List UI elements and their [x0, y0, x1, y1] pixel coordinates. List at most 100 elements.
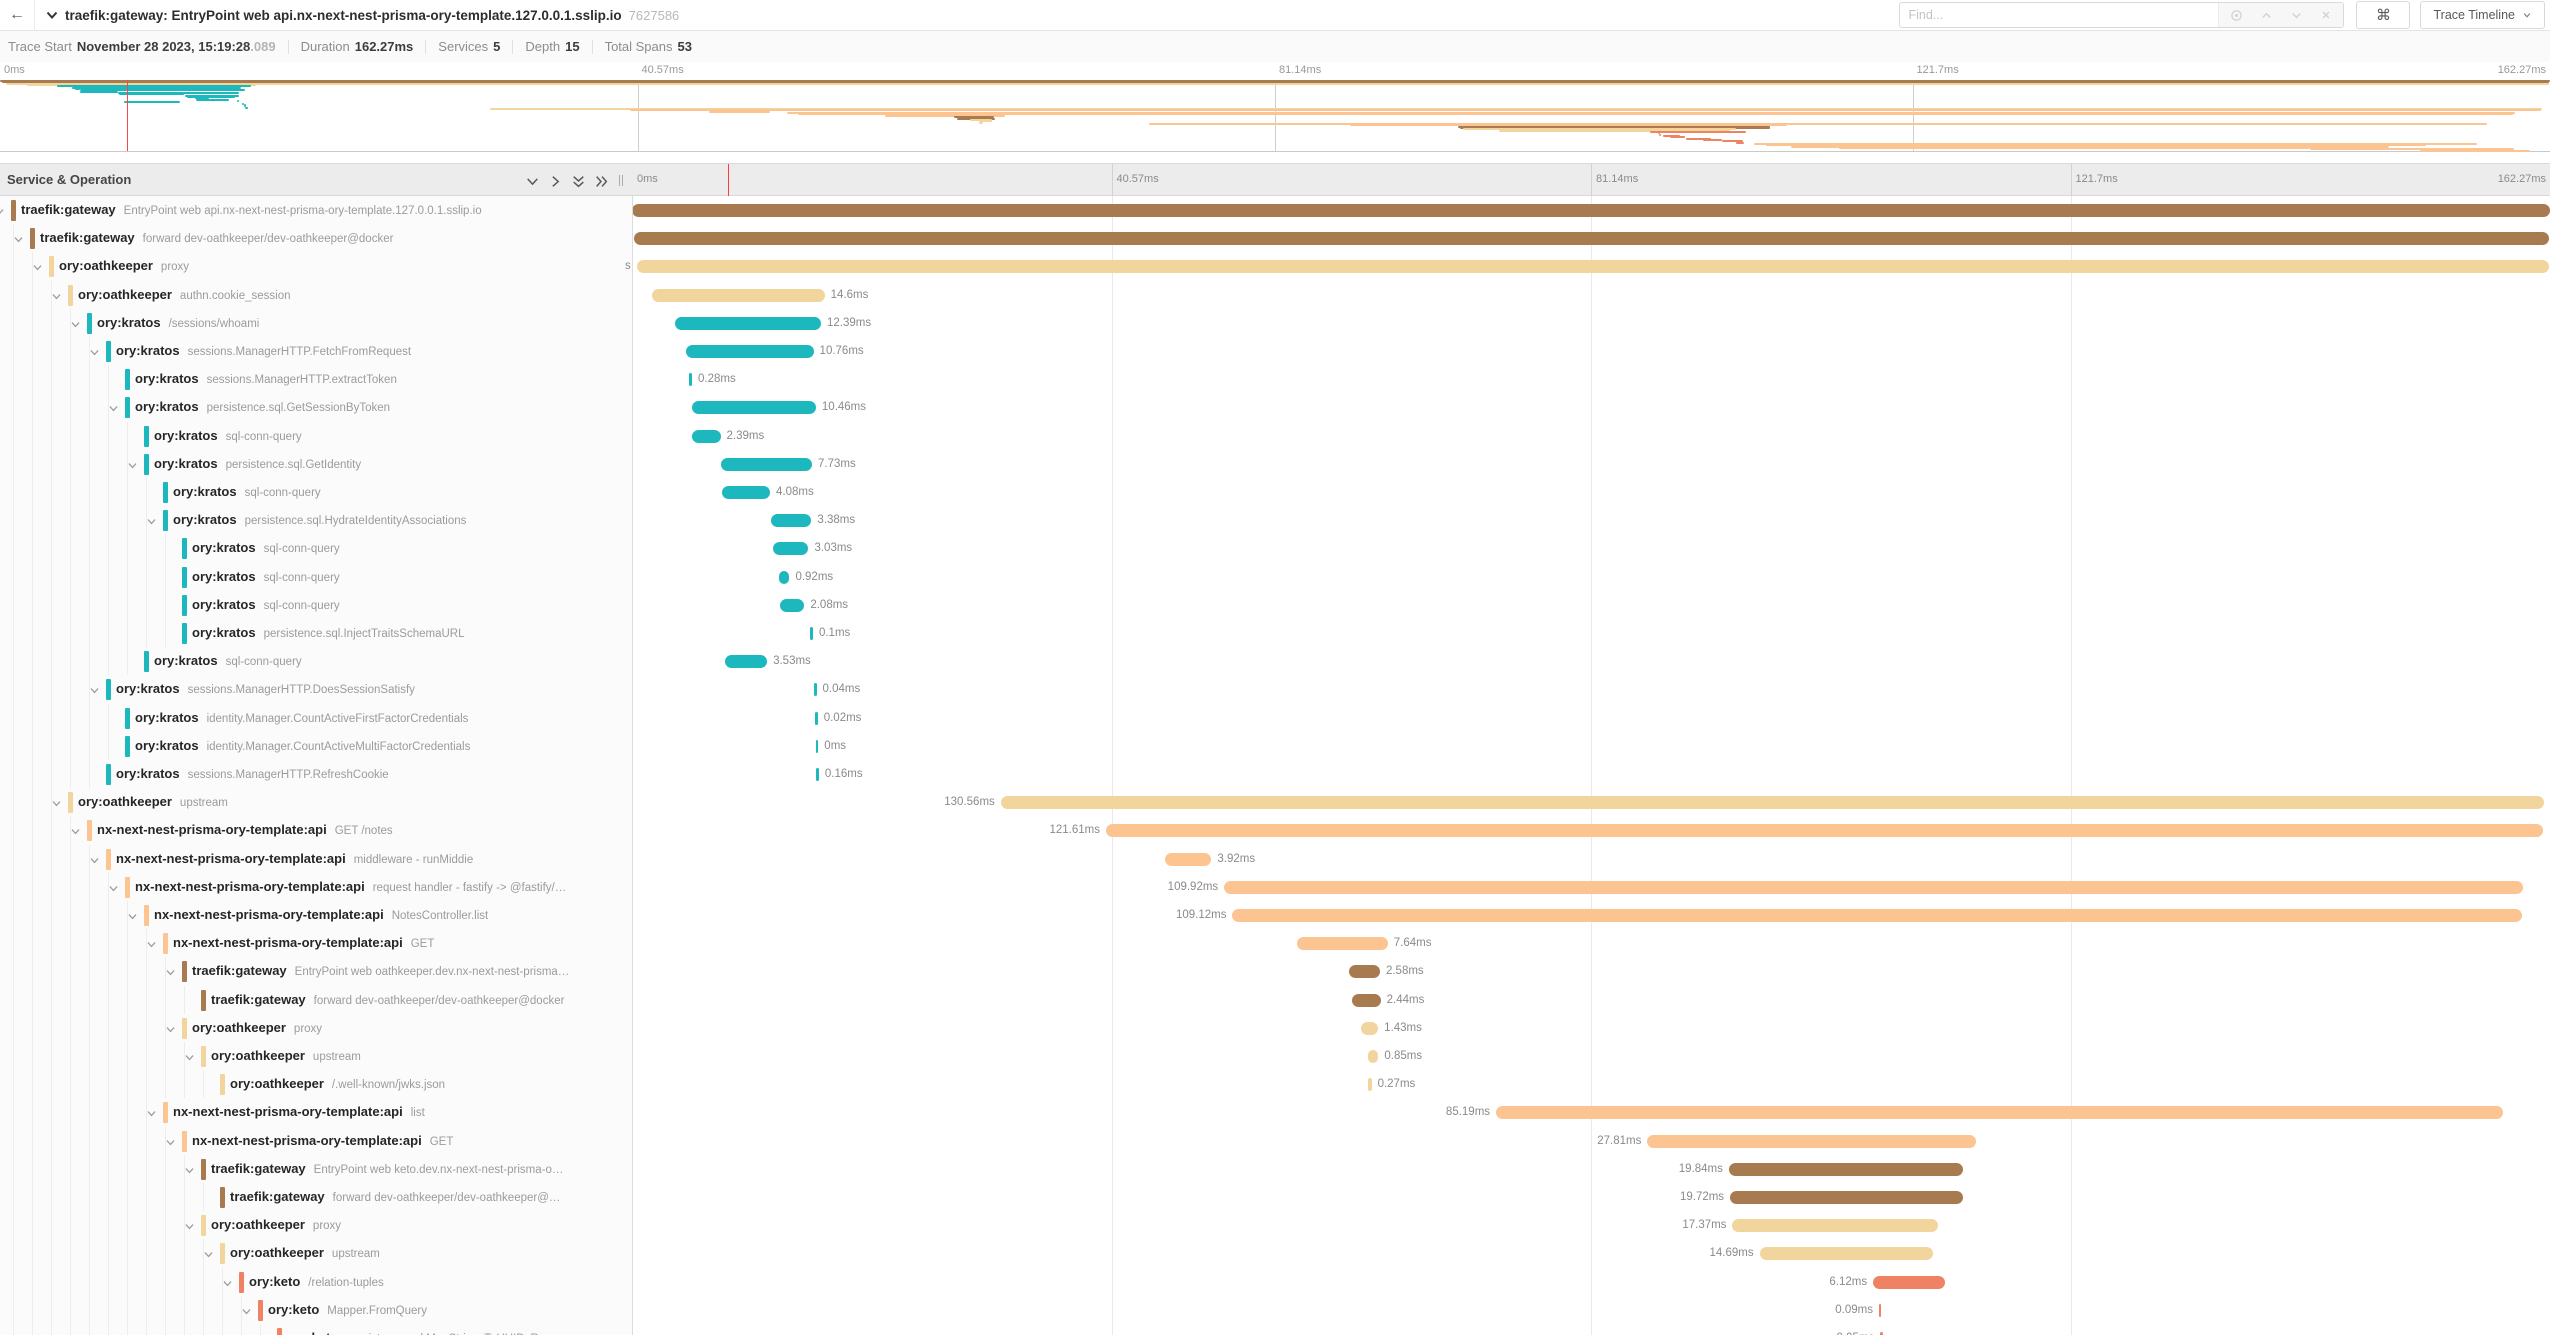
- row-collapse-chevron-icon[interactable]: [127, 458, 138, 476]
- span-bar[interactable]: [1297, 937, 1388, 951]
- span-row[interactable]: nx-next-nest-prisma-ory-template:api list…: [0, 1098, 2550, 1127]
- span-row[interactable]: ory:ketopersistence.sql.MapStringsToUUID…: [0, 1324, 2550, 1335]
- trace-collapse-chevron-icon[interactable]: [45, 8, 59, 22]
- span-row[interactable]: nx-next-nest-prisma-ory-template:api GET 2…: [0, 1126, 2550, 1155]
- span-bar[interactable]: [1732, 1219, 1938, 1233]
- span-bar[interactable]: [1728, 1162, 1964, 1176]
- span-bar[interactable]: [772, 542, 809, 556]
- span-bar[interactable]: [1349, 965, 1380, 979]
- span-row[interactable]: traefik:gateway EntryPoint web api.nx-nex…: [0, 196, 2550, 224]
- span-row[interactable]: ory:kratos persistence.sql.GetIdentity 7.7…: [0, 449, 2550, 478]
- column-divider[interactable]: [632, 196, 633, 1335]
- span-row[interactable]: ory:oathkeeper/.well-known/jwks.json 0.27…: [0, 1070, 2550, 1099]
- span-row[interactable]: ory:kratos sql-conn-query 2.08ms: [0, 590, 2550, 619]
- row-collapse-chevron-icon[interactable]: [146, 1106, 157, 1124]
- span-row[interactable]: traefik:gateway EntryPoint web keto.dev.n…: [0, 1154, 2550, 1183]
- row-collapse-chevron-icon[interactable]: [203, 1247, 214, 1265]
- row-collapse-chevron-icon[interactable]: [222, 1276, 233, 1294]
- span-row[interactable]: nx-next-nest-prisma-ory-template:api GET …: [0, 816, 2550, 845]
- span-bar[interactable]: [1351, 993, 1381, 1007]
- clear-find-icon[interactable]: [2319, 8, 2333, 22]
- row-collapse-chevron-icon[interactable]: [13, 232, 24, 250]
- span-bar[interactable]: [1730, 1191, 1964, 1204]
- span-row[interactable]: nx-next-nest-prisma-ory-template:api requ…: [0, 872, 2550, 901]
- row-collapse-chevron-icon[interactable]: [89, 345, 100, 363]
- span-bar[interactable]: [1368, 1078, 1372, 1092]
- back-button[interactable]: ←: [0, 0, 35, 30]
- minimap-canvas[interactable]: [0, 80, 2550, 152]
- span-bar[interactable]: [1368, 1050, 1379, 1063]
- span-row[interactable]: ory:oathkeeper proxy s: [0, 252, 2550, 281]
- span-bar[interactable]: [1165, 852, 1212, 866]
- row-collapse-chevron-icon[interactable]: [184, 1050, 195, 1068]
- row-collapse-chevron-icon[interactable]: [51, 289, 62, 307]
- keyboard-shortcuts-button[interactable]: ⌘: [2356, 1, 2411, 29]
- span-bar[interactable]: [633, 232, 2550, 246]
- span-bar[interactable]: [725, 655, 768, 669]
- row-collapse-chevron-icon[interactable]: [146, 937, 157, 955]
- span-row[interactable]: nx-next-nest-prisma-ory-template:api Note…: [0, 901, 2550, 930]
- find-input[interactable]: [1900, 3, 2219, 27]
- collapse-all-icon[interactable]: [570, 173, 586, 189]
- span-row[interactable]: ory:oathkeeper authn.cookie_session 14.6ms: [0, 280, 2550, 309]
- row-collapse-chevron-icon[interactable]: [165, 1135, 176, 1153]
- row-collapse-chevron-icon[interactable]: [108, 401, 119, 419]
- span-bar[interactable]: [1224, 880, 2524, 894]
- span-bar[interactable]: [1105, 824, 2544, 838]
- span-row[interactable]: ory:keto/relation-tuples 6.12ms: [0, 1267, 2550, 1296]
- row-collapse-chevron-icon[interactable]: [241, 1304, 252, 1322]
- row-collapse-chevron-icon[interactable]: [32, 260, 43, 278]
- row-collapse-chevron-icon[interactable]: [127, 909, 138, 927]
- span-bar[interactable]: [778, 570, 790, 584]
- span-row[interactable]: ory:oathkeeper proxy 1.43ms: [0, 1013, 2550, 1042]
- span-bar[interactable]: [688, 373, 693, 387]
- row-collapse-chevron-icon[interactable]: [51, 796, 62, 814]
- span-row[interactable]: ory:oathkeeper upstream 130.56ms: [0, 788, 2550, 817]
- row-collapse-chevron-icon[interactable]: [146, 514, 157, 532]
- trace-view-selector[interactable]: Trace Timeline: [2420, 1, 2545, 29]
- span-bar[interactable]: [721, 486, 771, 499]
- span-bar[interactable]: [1647, 1134, 1977, 1148]
- span-row[interactable]: ory:kratos sql-conn-query 0.92ms: [0, 562, 2550, 591]
- span-bar[interactable]: [692, 401, 816, 415]
- span-bar[interactable]: [632, 204, 2550, 217]
- span-bar[interactable]: [720, 457, 812, 471]
- row-collapse-chevron-icon[interactable]: [165, 1022, 176, 1040]
- span-bar[interactable]: [1232, 909, 2523, 922]
- span-row[interactable]: ory:kratos sql-conn-query 4.08ms: [0, 478, 2550, 507]
- span-bar[interactable]: [692, 429, 721, 443]
- row-collapse-chevron-icon[interactable]: [0, 204, 5, 222]
- span-bar[interactable]: [686, 345, 814, 358]
- span-bar[interactable]: [1880, 1332, 1883, 1335]
- span-row[interactable]: nx-next-nest-prisma-ory-template:api GET 7…: [0, 929, 2550, 958]
- expand-one-icon[interactable]: [547, 173, 563, 189]
- span-row[interactable]: ory:oathkeeper proxy 17.37ms: [0, 1211, 2550, 1240]
- row-collapse-chevron-icon[interactable]: [184, 1219, 195, 1237]
- row-collapse-chevron-icon[interactable]: [184, 1163, 195, 1181]
- row-collapse-chevron-icon[interactable]: [108, 881, 119, 899]
- span-row[interactable]: ory:kratos sql-conn-query 2.39ms: [0, 421, 2550, 450]
- span-row[interactable]: ory:kratos sql-conn-query 3.53ms: [0, 647, 2550, 676]
- match-scope-icon[interactable]: [2229, 8, 2243, 22]
- span-bar[interactable]: [1873, 1275, 1946, 1289]
- span-bar[interactable]: [1878, 1303, 1882, 1317]
- span-row[interactable]: traefik:gateway EntryPoint web oathkeeper…: [0, 957, 2550, 986]
- row-collapse-chevron-icon[interactable]: [89, 853, 100, 871]
- span-row[interactable]: ory:kratos sessions.ManagerHTTP.DoesSessi…: [0, 675, 2550, 704]
- span-row[interactable]: traefik:gateway forward dev-oathkeeper/de…: [0, 985, 2550, 1014]
- next-match-icon[interactable]: [2289, 8, 2303, 22]
- span-row[interactable]: nx-next-nest-prisma-ory-template:api midd…: [0, 844, 2550, 873]
- span-bar[interactable]: [816, 768, 819, 781]
- expand-all-icon[interactable]: [593, 173, 609, 189]
- span-row[interactable]: ory:kratos persistence.sql.InjectTraitsSc…: [0, 619, 2550, 648]
- span-row[interactable]: ory:oathkeeper upstream 0.85ms: [0, 1042, 2550, 1071]
- span-row[interactable]: ory:kratos identity.Manager.CountActiveMu…: [0, 731, 2550, 760]
- span-bar[interactable]: [815, 739, 819, 753]
- span-row[interactable]: ory:oathkeeper upstream 14.69ms: [0, 1239, 2550, 1268]
- prev-match-icon[interactable]: [2259, 8, 2273, 22]
- span-row[interactable]: ory:kratos sql-conn-query 3.03ms: [0, 534, 2550, 563]
- span-bar[interactable]: [652, 288, 825, 302]
- span-row[interactable]: ory:kratos sessions.ManagerHTTP.extractTo…: [0, 365, 2550, 394]
- span-bar[interactable]: [636, 260, 2550, 274]
- span-row[interactable]: ory:kratos sessions.ManagerHTTP.RefreshCo…: [0, 760, 2550, 789]
